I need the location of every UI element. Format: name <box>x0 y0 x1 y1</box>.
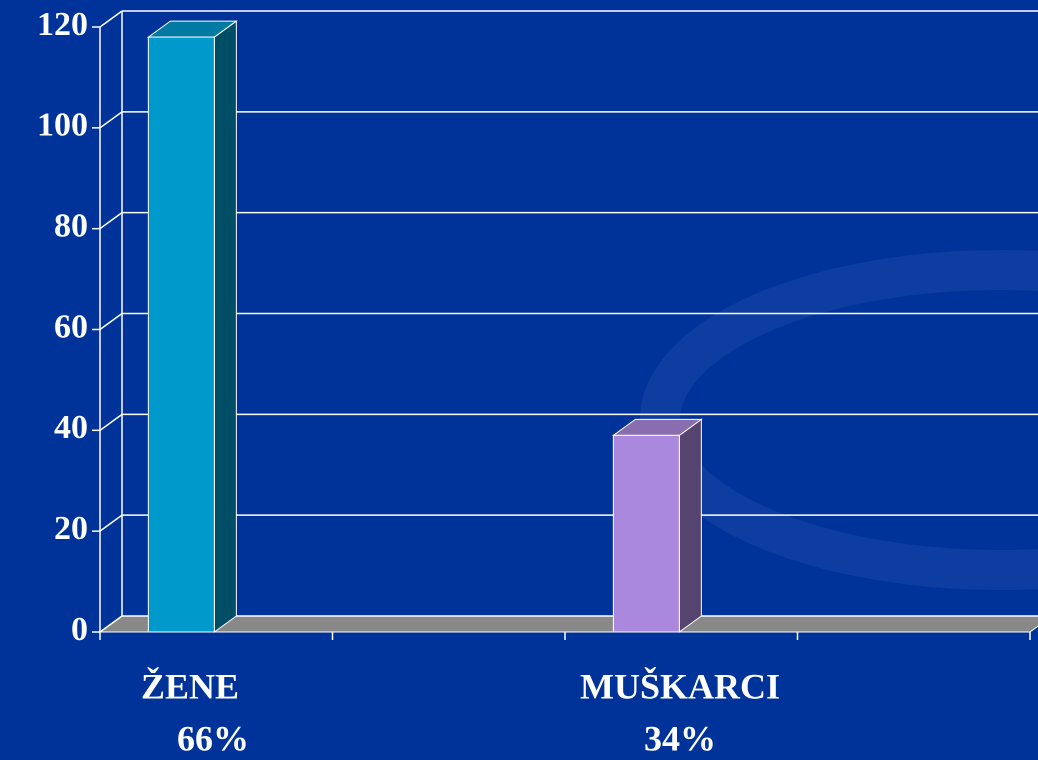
share-label: 66% <box>177 718 249 758</box>
floor <box>98 615 1038 633</box>
x-tick-label: MUŠKARCI <box>580 666 780 706</box>
grid-depth <box>99 312 123 331</box>
x-tick-label: ŽENE <box>141 666 239 706</box>
y-tick-label: 40 <box>54 409 88 446</box>
grid-depth <box>99 413 123 431</box>
y-tick-label: 80 <box>54 207 88 244</box>
bar <box>147 36 215 633</box>
grid-depth <box>99 212 123 230</box>
y-tick-label: 0 <box>71 611 88 648</box>
grid-depth <box>99 111 123 129</box>
y-tick-label: 120 <box>37 6 88 43</box>
bar-side <box>678 418 702 633</box>
grid-depth <box>99 10 123 28</box>
bar-side <box>213 20 237 633</box>
grid-depth <box>99 615 123 633</box>
grid-depth <box>99 514 123 532</box>
y-tick-label: 100 <box>37 107 88 144</box>
bar <box>612 434 680 633</box>
y-tick-label: 20 <box>54 510 88 547</box>
y-tick-label: 60 <box>54 308 88 345</box>
share-label: 34% <box>644 718 716 758</box>
